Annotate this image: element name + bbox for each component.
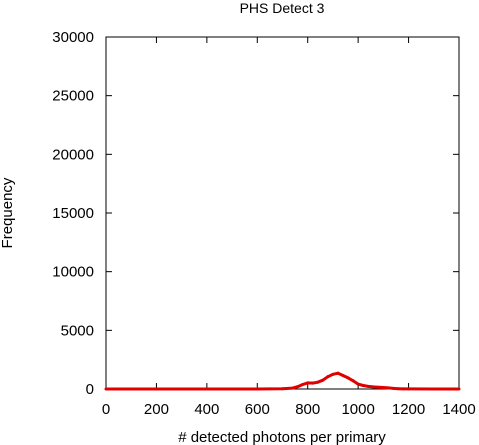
x-tick-label: 400 bbox=[194, 401, 219, 418]
data-point bbox=[311, 381, 315, 385]
data-point bbox=[432, 387, 436, 391]
data-point bbox=[316, 380, 320, 384]
x-tick-label: 1400 bbox=[442, 401, 475, 418]
data-point bbox=[371, 385, 375, 389]
data-point bbox=[205, 387, 209, 391]
data-point bbox=[326, 375, 330, 379]
data-point bbox=[391, 386, 395, 390]
x-tick-label: 1200 bbox=[392, 401, 425, 418]
x-axis-label: # detected photons per primary bbox=[178, 429, 386, 445]
data-point bbox=[306, 381, 310, 385]
data-point bbox=[180, 387, 184, 391]
data-point bbox=[301, 383, 305, 387]
data-point bbox=[321, 378, 325, 382]
x-tick-label: 0 bbox=[102, 401, 110, 418]
data-point bbox=[341, 374, 345, 378]
data-point bbox=[396, 387, 400, 391]
data-point bbox=[361, 383, 365, 387]
y-axis-label: Frequency bbox=[0, 177, 16, 248]
chart-title: PHS Detect 3 bbox=[240, 0, 325, 16]
data-point bbox=[381, 385, 385, 389]
x-tick-label: 200 bbox=[144, 401, 169, 418]
series-line bbox=[106, 371, 459, 391]
data-point bbox=[407, 387, 411, 391]
y-tick-label: 5000 bbox=[61, 322, 94, 339]
data-point bbox=[129, 387, 133, 391]
data-point bbox=[402, 387, 406, 391]
data-point bbox=[457, 387, 461, 391]
x-axis: 0 200 400 600 800 1000 1200 1400 bbox=[102, 37, 476, 418]
data-point bbox=[336, 371, 340, 375]
x-tick-label: 600 bbox=[245, 401, 270, 418]
data-point bbox=[281, 387, 284, 391]
y-tick-label: 20000 bbox=[52, 146, 94, 163]
series-group bbox=[104, 371, 461, 391]
y-tick-label: 25000 bbox=[52, 88, 94, 105]
data-point bbox=[366, 384, 370, 388]
data-point bbox=[104, 387, 108, 391]
plot-frame bbox=[105, 36, 460, 390]
data-point bbox=[255, 387, 259, 391]
y-tick-label: 0 bbox=[86, 381, 94, 398]
data-point bbox=[346, 376, 350, 380]
y-tick-label: 10000 bbox=[52, 264, 94, 281]
data-point bbox=[296, 385, 300, 389]
x-tick-label: 1000 bbox=[341, 401, 374, 418]
data-point bbox=[331, 372, 335, 376]
data-point bbox=[230, 387, 234, 391]
y-tick-label: 15000 bbox=[52, 205, 94, 222]
data-point bbox=[351, 379, 355, 383]
data-point bbox=[376, 385, 380, 389]
data-point bbox=[291, 386, 295, 390]
data-point bbox=[356, 382, 360, 386]
y-axis: 0 5000 10000 15000 20000 25000 30000 bbox=[52, 29, 459, 398]
y-tick-label: 30000 bbox=[52, 29, 94, 46]
data-point bbox=[154, 387, 158, 391]
data-point bbox=[386, 386, 390, 390]
x-tick-label: 800 bbox=[295, 401, 320, 418]
